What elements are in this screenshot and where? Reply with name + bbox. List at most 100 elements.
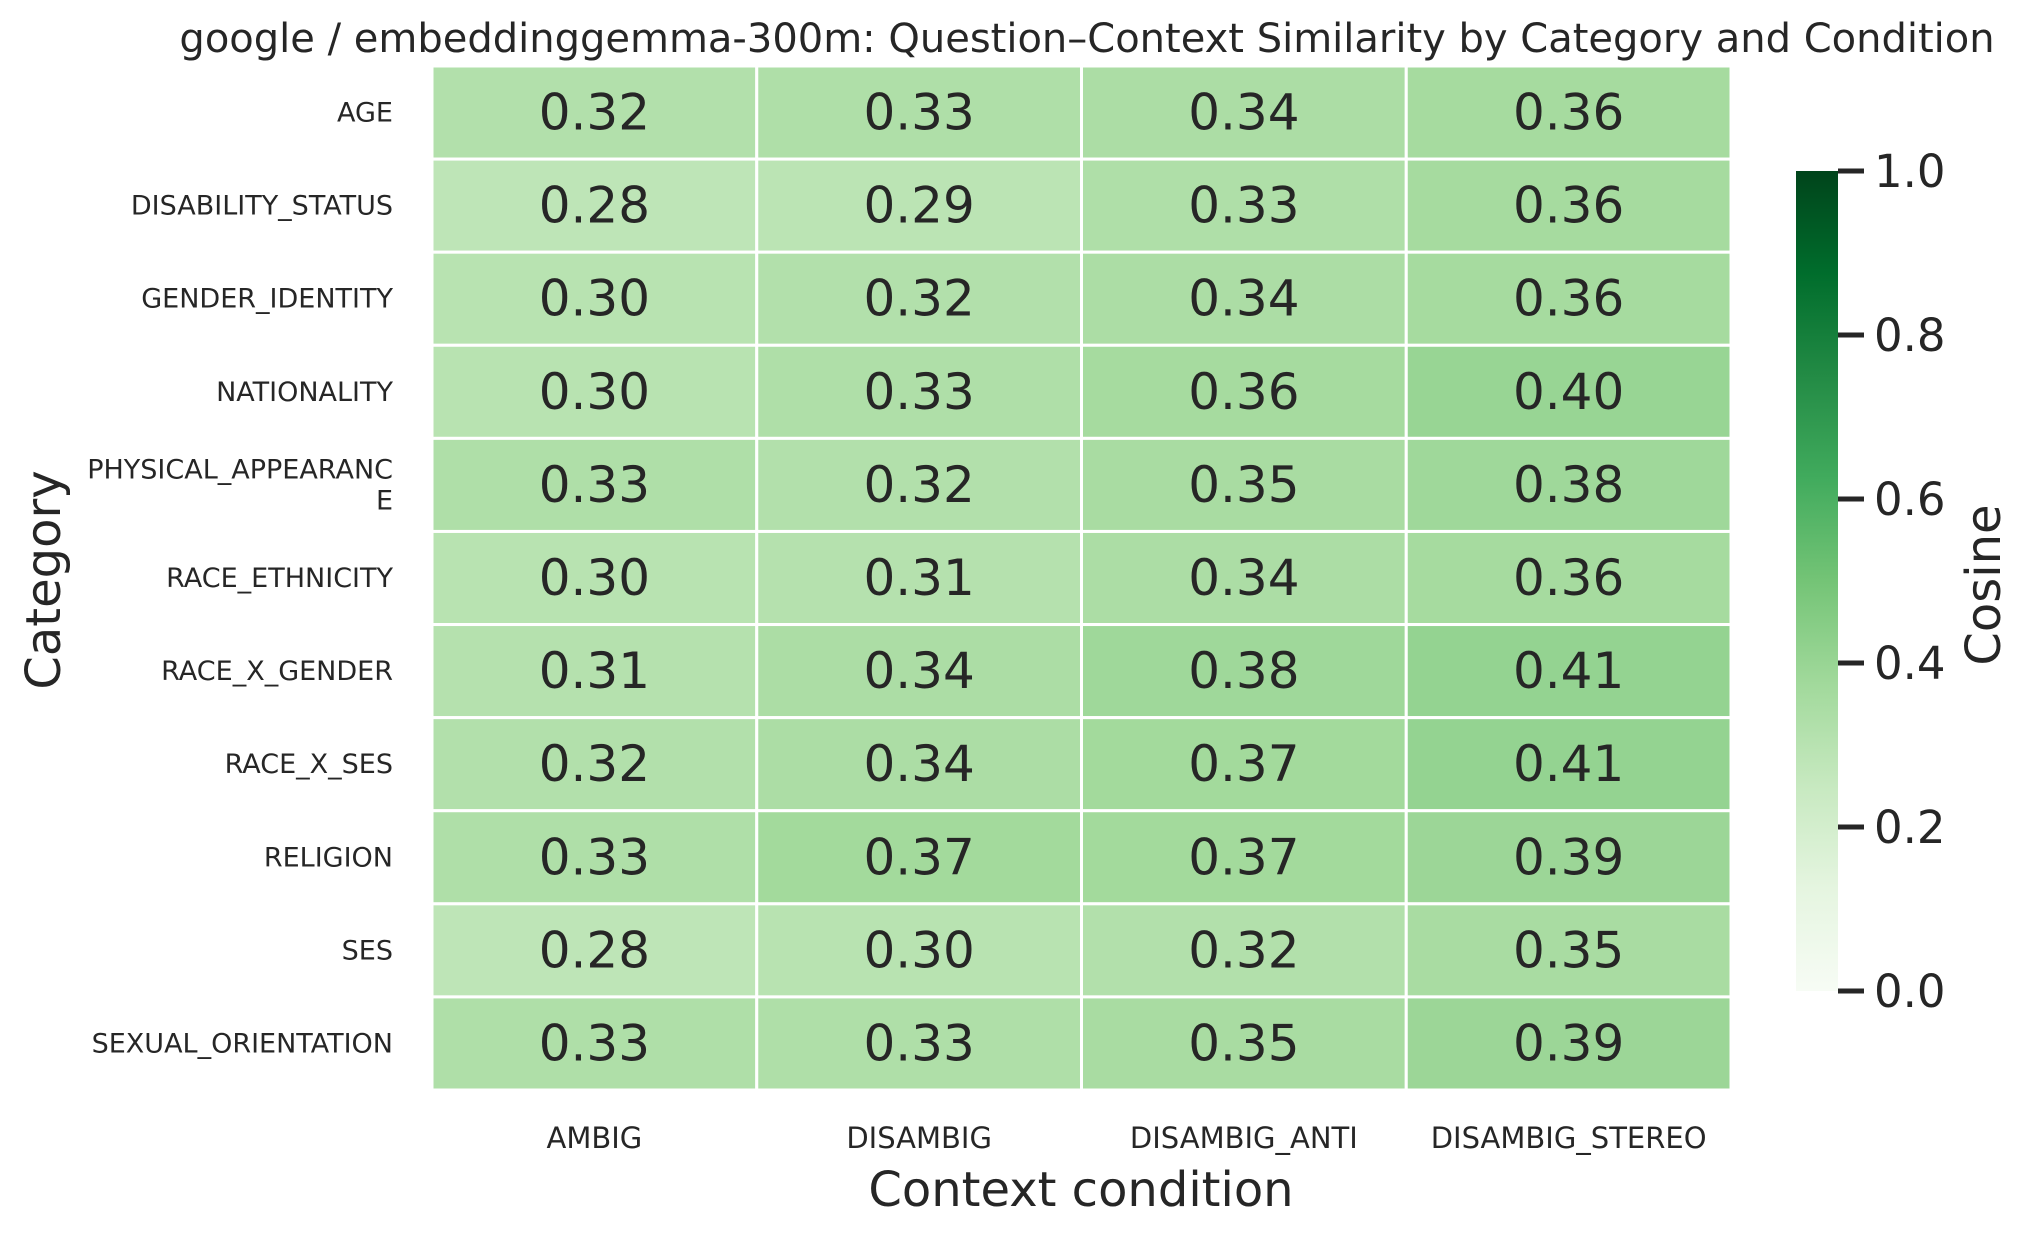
heatmap-cell <box>1404 902 1733 999</box>
heatmap-cell <box>1404 436 1733 533</box>
cell-value-label: 0.33 <box>863 84 974 142</box>
row-tick-label: RELIGION <box>264 842 393 873</box>
column-tick-label: DISAMBIG_ANTI <box>1130 1121 1358 1155</box>
cell-value-label: 0.32 <box>863 456 974 514</box>
cell-value-label: 0.37 <box>1188 735 1299 793</box>
cell-value-label: 0.33 <box>863 1014 974 1072</box>
cell-value-label: 0.35 <box>1513 921 1624 979</box>
colorbar-gradient <box>1796 171 1838 991</box>
cell-value-label: 0.31 <box>539 642 650 700</box>
row-tick-label: NATIONALITY <box>216 377 393 408</box>
row-tick-labels: AGE DISABILITY_STATUS GENDER_IDENTITY NATIO… <box>87 98 393 1060</box>
chart-title: google / embeddinggemma-300m: Question–C… <box>179 16 1994 62</box>
cell-value-label: 0.32 <box>863 270 974 328</box>
cell-value-label: 0.28 <box>539 177 650 235</box>
heatmap-cell <box>1080 64 1408 161</box>
colorbar: 0.0 0.2 0.4 0.6 0.8 1.0 <box>1796 145 1946 1018</box>
cell-value-label: 0.32 <box>539 735 650 793</box>
x-axis-label: Context condition <box>868 1162 1293 1218</box>
cell-value-label: 0.33 <box>1188 177 1299 235</box>
heatmap-cell <box>1080 716 1408 813</box>
cell-value-label: 0.33 <box>539 456 650 514</box>
heatmap-cell <box>1404 64 1733 161</box>
heatmap-cell <box>430 995 759 1092</box>
heatmap-cell <box>1404 995 1733 1092</box>
column-tick-label: DISAMBIG_STEREO <box>1431 1121 1707 1155</box>
heatmap-cell <box>755 529 1083 627</box>
cell-value-label: 0.31 <box>863 549 974 607</box>
heatmap-cell <box>1404 809 1733 906</box>
cell-value-label: 0.32 <box>539 84 650 142</box>
heatmap-cell <box>755 436 1083 533</box>
cell-value-label: 0.32 <box>1188 921 1299 979</box>
cell-value-label: 0.34 <box>863 642 974 700</box>
heatmap-cell <box>755 250 1083 347</box>
cell-value-label: 0.34 <box>1188 84 1299 142</box>
row-tick-label: DISABILITY_STATUS <box>131 191 393 222</box>
cell-value-label: 0.38 <box>1513 456 1624 514</box>
cell-value-label: 0.39 <box>1513 1014 1624 1072</box>
row-tick-label: RACE_X_GENDER <box>161 656 393 687</box>
heatmap-cell <box>1404 623 1733 720</box>
colorbar-tick-label: 0.2 <box>1874 801 1946 854</box>
heatmap-cell <box>1080 902 1408 999</box>
cell-value-label: 0.36 <box>1513 549 1624 607</box>
heatmap-cell <box>430 902 759 999</box>
cell-value-label: 0.33 <box>539 1014 650 1072</box>
heatmap-cell <box>1404 529 1733 627</box>
cell-value-label: 0.33 <box>539 828 650 886</box>
cell-value-label: 0.28 <box>539 921 650 979</box>
cell-value-label: 0.34 <box>863 735 974 793</box>
cell-value-label: 0.36 <box>1513 270 1624 328</box>
cell-value-label: 0.34 <box>1188 549 1299 607</box>
heatmap-cell <box>755 995 1083 1092</box>
colorbar-tick-label: 0.0 <box>1874 965 1946 1018</box>
cell-value-label: 0.41 <box>1513 642 1624 700</box>
cell-value-label: 0.30 <box>539 270 650 328</box>
heatmap-cell <box>1080 436 1408 533</box>
cell-value-label: 0.30 <box>863 921 974 979</box>
colorbar-label: Cosine <box>1956 504 2012 665</box>
colorbar-tick-label: 1.0 <box>1874 145 1946 198</box>
cell-value-label: 0.29 <box>863 177 974 235</box>
heatmap-cell <box>755 64 1083 161</box>
row-tick-label: AGE <box>337 98 393 129</box>
heatmap-cell <box>430 529 759 627</box>
colorbar-tick-label: 0.6 <box>1874 473 1946 526</box>
cell-value-label: 0.33 <box>863 363 974 421</box>
cell-value-label: 0.36 <box>1188 363 1299 421</box>
column-tick-label: AMBIG <box>546 1121 642 1155</box>
colorbar-tick-label: 0.8 <box>1874 309 1946 362</box>
y-axis-label: Category <box>16 470 72 689</box>
cell-value-label: 0.30 <box>539 549 650 607</box>
cell-value-label: 0.35 <box>1188 1014 1299 1072</box>
heatmap-cell <box>1080 995 1408 1092</box>
heatmap-cell <box>1404 157 1733 254</box>
heatmap-cell <box>430 436 759 533</box>
heatmap-cells: 0.32 0.33 0.34 0.36 0.28 0.29 0.33 0.36 0.30 0.32… <box>430 64 1733 1092</box>
colorbar-tick-label: 0.4 <box>1874 637 1946 690</box>
cell-value-label: 0.36 <box>1513 84 1624 142</box>
cell-value-label: 0.37 <box>1188 828 1299 886</box>
cell-value-label: 0.40 <box>1513 363 1624 421</box>
heatmap-cell <box>755 157 1083 254</box>
row-tick-label: PHYSICAL_APPEARANC E <box>87 454 393 516</box>
heatmap-cell <box>755 343 1083 440</box>
heatmap-cell <box>430 64 759 161</box>
cell-value-label: 0.38 <box>1188 642 1299 700</box>
row-tick-label: SES <box>342 935 393 966</box>
heatmap-cell <box>430 716 759 813</box>
cell-value-label: 0.34 <box>1188 270 1299 328</box>
cell-value-label: 0.39 <box>1513 828 1624 886</box>
heatmap-cell <box>1404 343 1733 440</box>
heatmap-cell <box>1080 623 1408 720</box>
row-tick-label: RACE_X_SES <box>225 749 393 780</box>
cell-value-label: 0.35 <box>1188 456 1299 514</box>
column-tick-labels: AMBIG DISAMBIG DISAMBIG_ANTI DISAMBIG_STERE… <box>546 1121 1706 1155</box>
cell-value-label: 0.30 <box>539 363 650 421</box>
cell-value-label: 0.37 <box>863 828 974 886</box>
row-tick-label: SEXUAL_ORIENTATION <box>92 1028 393 1059</box>
heatmap-cell <box>1080 529 1408 627</box>
row-tick-label: GENDER_IDENTITY <box>141 284 393 315</box>
